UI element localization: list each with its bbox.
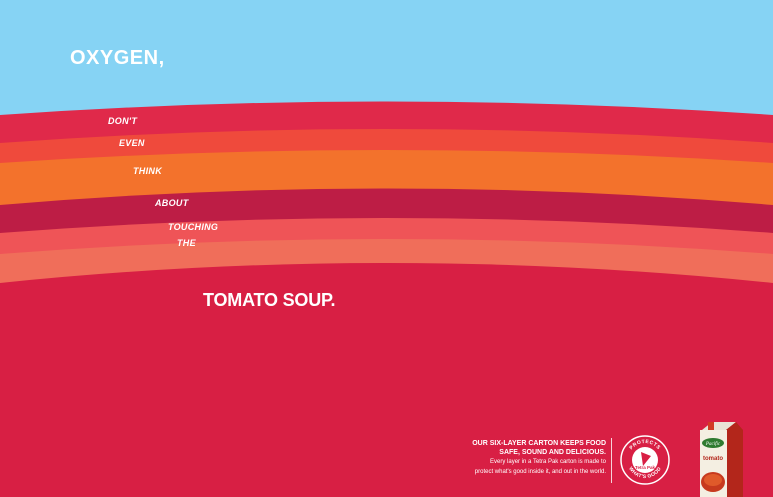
stripe-word-2: EVEN	[119, 138, 145, 148]
logo-ring	[620, 435, 670, 485]
stripe-word-6: THE	[177, 238, 196, 248]
divider-line	[611, 438, 612, 483]
carton-cap	[708, 422, 714, 430]
tagline-line-2: SAFE, SOUND AND DELICIOUS.	[499, 449, 606, 456]
headline-top: OXYGEN,	[70, 47, 165, 69]
product-carton: Pacific tomato	[700, 422, 743, 497]
logo-name: Tetra Pak	[635, 465, 655, 470]
logo-mark-icon	[641, 452, 651, 466]
stripe-word-5: TOUCHING	[168, 222, 219, 232]
tagline-body-2: protect what's good inside it, and out i…	[474, 468, 606, 475]
tagline-block: OUR SIX-LAYER CARTON KEEPS FOOD SAFE, SO…	[440, 439, 606, 476]
stripe-word-4: ABOUT	[155, 198, 189, 208]
carton-side	[726, 422, 743, 497]
product-name: tomato	[703, 456, 723, 462]
soup-surface-image	[704, 474, 722, 486]
tetra-pak-logo: PROTECTS WHAT'S GOOD Tetra Pak	[620, 435, 670, 485]
product-brand: Pacific	[705, 442, 721, 447]
tagline-body-1: Every layer in a Tetra Pak carton is mad…	[490, 459, 606, 465]
stripe-word-3: THINK	[133, 166, 162, 176]
soup-area	[0, 263, 773, 497]
tagline-line-1: OUR SIX-LAYER CARTON KEEPS FOOD	[472, 440, 606, 447]
brand-label	[702, 438, 724, 448]
stripe-word-1: DON'T	[108, 116, 138, 126]
headline-bottom: TOMATO SOUP.	[203, 290, 336, 310]
